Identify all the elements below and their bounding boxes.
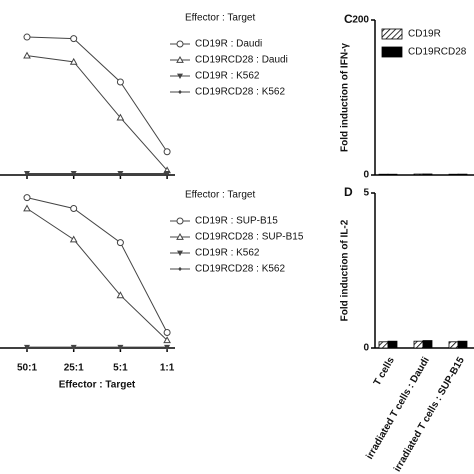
marker bbox=[116, 78, 124, 86]
marker bbox=[177, 250, 183, 256]
panel-label: C bbox=[344, 12, 353, 26]
marker bbox=[70, 35, 78, 43]
y-tick-label: 0 bbox=[363, 343, 369, 354]
bar bbox=[387, 340, 398, 349]
bar bbox=[448, 173, 459, 176]
bar bbox=[448, 341, 459, 349]
y-tick-label: 5 bbox=[363, 188, 369, 199]
marker bbox=[176, 232, 184, 240]
marker bbox=[23, 204, 31, 212]
marker bbox=[23, 51, 31, 59]
marker bbox=[69, 57, 78, 65]
y-tick-label: 0 bbox=[363, 170, 369, 181]
marker bbox=[177, 73, 183, 79]
marker bbox=[23, 33, 31, 41]
marker bbox=[118, 171, 123, 176]
x-tick-label: T cells bbox=[372, 355, 397, 388]
marker bbox=[25, 171, 29, 176]
marker bbox=[163, 329, 171, 336]
marker bbox=[176, 40, 184, 48]
marker bbox=[118, 345, 123, 350]
x-tick-label: 25:1 bbox=[64, 363, 84, 374]
marker bbox=[69, 235, 78, 243]
bar bbox=[387, 173, 398, 176]
marker bbox=[70, 205, 78, 212]
marker bbox=[71, 171, 76, 176]
x-tick-label: 5:1 bbox=[113, 363, 128, 374]
legend-label: CD19RCD28 bbox=[408, 47, 467, 58]
legend-swatch bbox=[381, 46, 403, 58]
series-line bbox=[26, 208, 168, 341]
marker bbox=[163, 336, 171, 344]
legend-label: CD19R : K562 bbox=[195, 71, 260, 82]
marker bbox=[163, 148, 171, 156]
bar bbox=[378, 341, 389, 349]
legend-swatch bbox=[381, 28, 403, 40]
y-axis-label: Fold induction of IL-2 bbox=[340, 219, 351, 321]
marker bbox=[165, 171, 170, 176]
marker bbox=[178, 267, 182, 271]
legend-label: CD19RCD28 : Daudi bbox=[195, 55, 288, 66]
x-tick-label: irradiated T cells : Daudi bbox=[364, 355, 432, 461]
x-tick-label: 1:1 bbox=[160, 363, 175, 374]
legend-label: CD19R : SUP-B15 bbox=[195, 216, 278, 227]
series-line bbox=[26, 197, 168, 333]
legend-label: CD19RCD28 : K562 bbox=[195, 87, 285, 98]
bar bbox=[457, 173, 468, 176]
legend-label: CD19R : K562 bbox=[195, 248, 260, 259]
panel-label: D bbox=[344, 185, 353, 199]
bar bbox=[422, 173, 433, 176]
marker bbox=[176, 217, 184, 225]
legend-label: CD19RCD28 : K562 bbox=[195, 264, 285, 275]
bar bbox=[378, 173, 389, 176]
legend-label: CD19R : Daudi bbox=[195, 39, 262, 50]
y-axis-label: Fold induction of IFN-γ bbox=[340, 43, 351, 152]
bar bbox=[457, 340, 468, 349]
bar bbox=[422, 340, 433, 349]
marker bbox=[25, 345, 29, 350]
marker bbox=[178, 90, 182, 94]
legend-title: Effector : Target bbox=[185, 190, 255, 201]
x-tick-label: irradiated T cells : SUP-B15 bbox=[392, 355, 467, 474]
x-tick-label: 50:1 bbox=[17, 363, 37, 374]
legend-label: CD19RCD28 : SUP-B15 bbox=[195, 232, 304, 243]
x-axis-label: Effector : Target bbox=[59, 380, 136, 391]
marker bbox=[116, 239, 124, 247]
marker bbox=[116, 113, 125, 121]
marker bbox=[23, 194, 31, 202]
legend-label: CD19R bbox=[408, 29, 441, 40]
legend-title: Effector : Target bbox=[185, 13, 255, 24]
marker bbox=[116, 291, 125, 299]
marker bbox=[165, 345, 170, 350]
series-line bbox=[26, 55, 168, 171]
bar bbox=[413, 340, 424, 349]
y-tick-label: 200 bbox=[352, 15, 369, 26]
marker bbox=[71, 345, 76, 350]
bar bbox=[413, 173, 424, 176]
series-line bbox=[26, 36, 168, 153]
marker bbox=[176, 55, 184, 63]
